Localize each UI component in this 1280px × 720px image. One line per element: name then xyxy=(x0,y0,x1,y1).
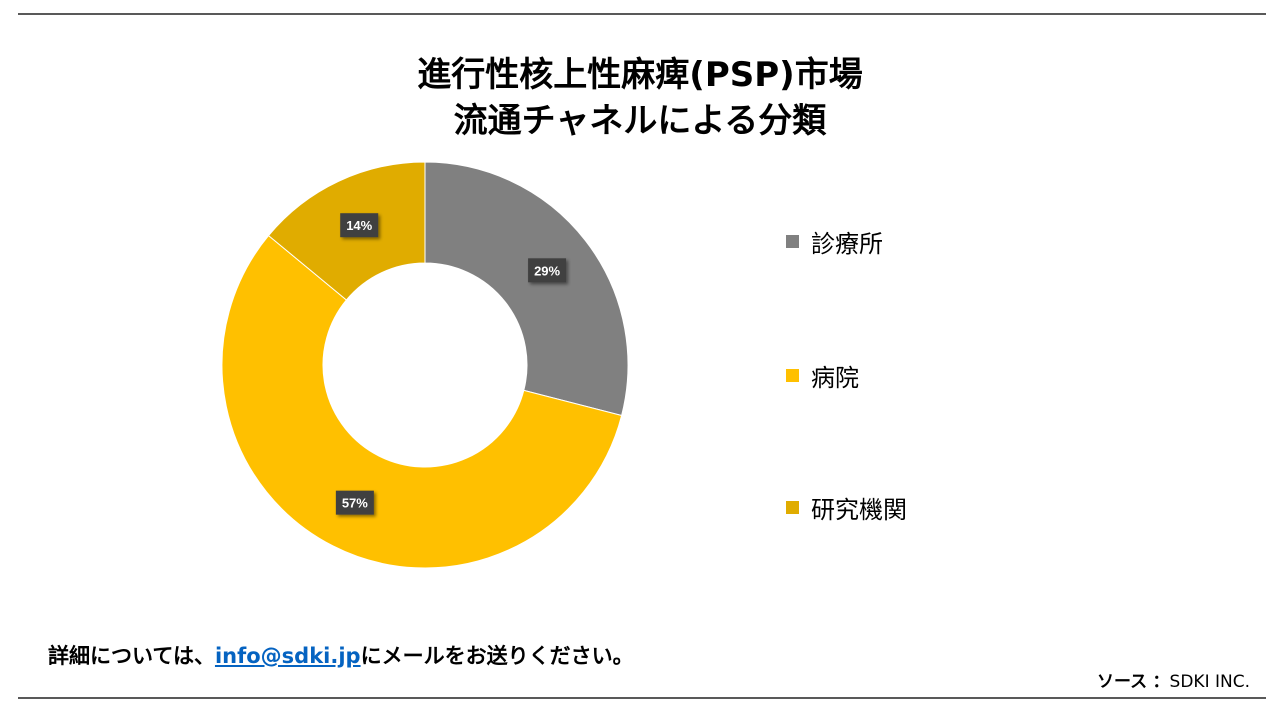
contact-note: 詳細については、info@sdki.jpにメールをお送りください。 xyxy=(48,640,634,670)
legend-swatch-1 xyxy=(786,235,799,248)
data-label-3: 14% xyxy=(340,213,379,238)
legend-item-3: 研究機関 xyxy=(786,490,907,525)
source-value: SDKI INC. xyxy=(1169,672,1250,692)
legend-item-2: 病院 xyxy=(786,358,859,393)
legend-swatch-2 xyxy=(786,369,799,382)
contact-note-suffix: にメールをお送りください。 xyxy=(360,644,634,668)
legend-label-3: 研究機関 xyxy=(811,496,907,524)
data-label-text-3: 14% xyxy=(346,218,372,233)
data-label-text-2: 57% xyxy=(342,496,368,511)
chart-title-line-1: 進行性核上性麻痺(PSP)市場 xyxy=(417,55,863,95)
legend-swatch-3 xyxy=(786,501,799,514)
bottom-rule xyxy=(18,697,1266,699)
chart-title-line-2: 流通チャネルによる分類 xyxy=(453,101,827,141)
data-label-1: 29% xyxy=(528,258,567,283)
source-separator: ： xyxy=(1152,672,1170,692)
legend-label-1: 診療所 xyxy=(811,230,883,258)
data-label-text-1: 29% xyxy=(534,263,560,278)
donut-slice-2 xyxy=(221,234,623,569)
contact-note-prefix: 詳細については、 xyxy=(48,644,215,668)
data-label-box-2 xyxy=(335,490,374,515)
legend-item-1: 診療所 xyxy=(786,224,883,259)
top-rule xyxy=(18,13,1266,15)
contact-email-link[interactable]: info@sdki.jp xyxy=(214,644,361,668)
chart-title: 進行性核上性麻痺(PSP)市場 流通チャネルによる分類 xyxy=(0,52,1280,144)
legend-label-2: 病院 xyxy=(811,364,859,392)
data-label-2: 57% xyxy=(335,490,374,515)
source-credit: ソース ：SDKI INC. xyxy=(1097,667,1250,692)
donut-slice-1 xyxy=(424,161,629,417)
source-label: ソース xyxy=(1096,672,1148,692)
data-label-box-3 xyxy=(340,213,379,238)
data-label-box-1 xyxy=(528,258,567,283)
